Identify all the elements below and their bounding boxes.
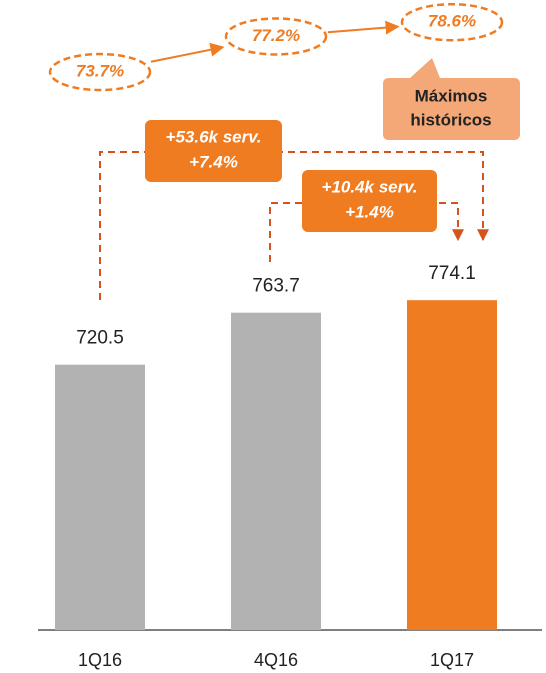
annotation-box [302,170,437,232]
bracket [99,151,489,300]
data-label: 720.5 [76,328,124,349]
trend-arrow [150,42,225,63]
annotation-text: +10.4k serv. [322,177,418,196]
x-tick-label: 1Q16 [78,650,122,670]
bracket [269,202,464,262]
share-marker [48,52,152,92]
share-marker [224,17,328,56]
callout-box [383,58,520,140]
annotation-text: +53.6k serv. [166,127,262,146]
share-label: 73.7% [76,62,124,81]
x-tick-label: 4Q16 [254,650,298,670]
bar [231,312,321,630]
bar [407,300,497,630]
callout-text: históricos [410,110,491,129]
share-marker [400,2,504,42]
data-label: 774.1 [428,263,476,284]
x-tick-label: 1Q17 [430,650,474,670]
callout-text: Máximos [415,86,488,105]
trend-arrow [327,20,400,35]
annotation-box [145,120,282,182]
share-label: 78.6% [428,12,476,31]
share-label: 77.2% [252,26,300,45]
annotation-text: +7.4% [189,152,238,171]
data-label: 763.7 [252,276,300,297]
bar [55,364,145,630]
annotation-text: +1.4% [345,202,394,221]
